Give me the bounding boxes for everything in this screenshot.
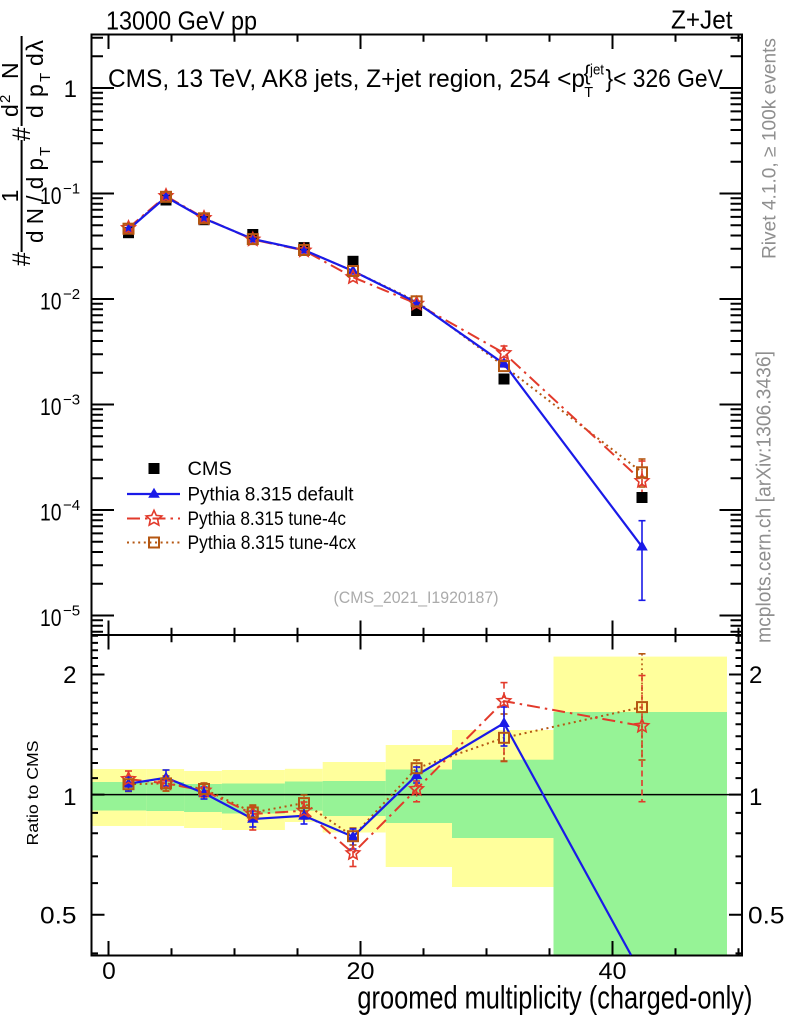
svg-text:mcplots.cern.ch [arXiv:1306.34: mcplots.cern.ch [arXiv:1306.3436] — [754, 351, 776, 643]
svg-text:N: N — [0, 62, 23, 79]
svg-text:1: 1 — [64, 76, 77, 103]
svg-text:10: 10 — [40, 394, 62, 421]
svg-text:13000 GeV pp: 13000 GeV pp — [106, 6, 257, 36]
svg-text:10: 10 — [40, 183, 62, 210]
svg-text:2: 2 — [749, 662, 762, 689]
svg-text:d N / d p: d N / d p — [22, 158, 48, 243]
svg-text:Rivet 4.1.0, ≥ 100k events: Rivet 4.1.0, ≥ 100k events — [760, 38, 781, 259]
svg-text:p: p — [22, 84, 48, 97]
svg-text:T: T — [584, 85, 593, 101]
svg-text:jet: jet — [589, 63, 604, 79]
svg-text:−5: −5 — [63, 603, 80, 620]
svg-text:1: 1 — [63, 784, 76, 811]
svg-text:2: 2 — [0, 95, 14, 103]
svg-text:d: d — [22, 53, 48, 66]
svg-text:−3: −3 — [63, 392, 80, 409]
svg-text:(CMS_2021_I1920187): (CMS_2021_I1920187) — [334, 588, 499, 607]
svg-text:Ratio to CMS: Ratio to CMS — [25, 741, 42, 846]
svg-text:1: 1 — [749, 784, 762, 811]
svg-text:0.5: 0.5 — [40, 903, 77, 930]
svg-text:{: { — [584, 62, 591, 85]
svg-text:20: 20 — [347, 958, 375, 985]
svg-text:#: # — [8, 127, 36, 141]
svg-text:Z+Jet: Z+Jet — [671, 5, 733, 35]
svg-text:1: 1 — [0, 190, 23, 203]
svg-text:d: d — [0, 104, 23, 117]
svg-text:10: 10 — [40, 605, 62, 632]
svg-text:10: 10 — [40, 500, 62, 527]
svg-text:−1: −1 — [63, 181, 80, 198]
svg-text:T: T — [37, 147, 54, 156]
svg-text:λ: λ — [22, 40, 49, 52]
svg-text:#: # — [8, 252, 36, 266]
svg-text:0: 0 — [102, 958, 116, 985]
svg-text:Pythia 8.315 tune-4cx: Pythia 8.315 tune-4cx — [188, 533, 357, 554]
svg-text:40: 40 — [599, 958, 627, 985]
svg-text:2: 2 — [63, 662, 76, 689]
svg-text:10: 10 — [40, 289, 62, 316]
svg-text:−4: −4 — [63, 497, 80, 514]
svg-text:T: T — [37, 73, 54, 82]
svg-text:0.5: 0.5 — [748, 903, 785, 930]
svg-text:CMS, 13 TeV, AK8 jets, Z+jet r: CMS, 13 TeV, AK8 jets, Z+jet region, 254… — [108, 65, 585, 93]
svg-text:Pythia 8.315 default: Pythia 8.315 default — [188, 485, 355, 506]
svg-text:Pythia 8.315 tune-4c: Pythia 8.315 tune-4c — [188, 509, 347, 530]
svg-text:CMS: CMS — [188, 459, 232, 480]
svg-text:−2: −2 — [63, 286, 80, 303]
svg-text:}< 326 GeV: }< 326 GeV — [606, 65, 724, 93]
svg-text:groomed multiplicity (charged-: groomed multiplicity (charged-only) — [357, 980, 752, 1016]
svg-text:d: d — [22, 105, 48, 118]
